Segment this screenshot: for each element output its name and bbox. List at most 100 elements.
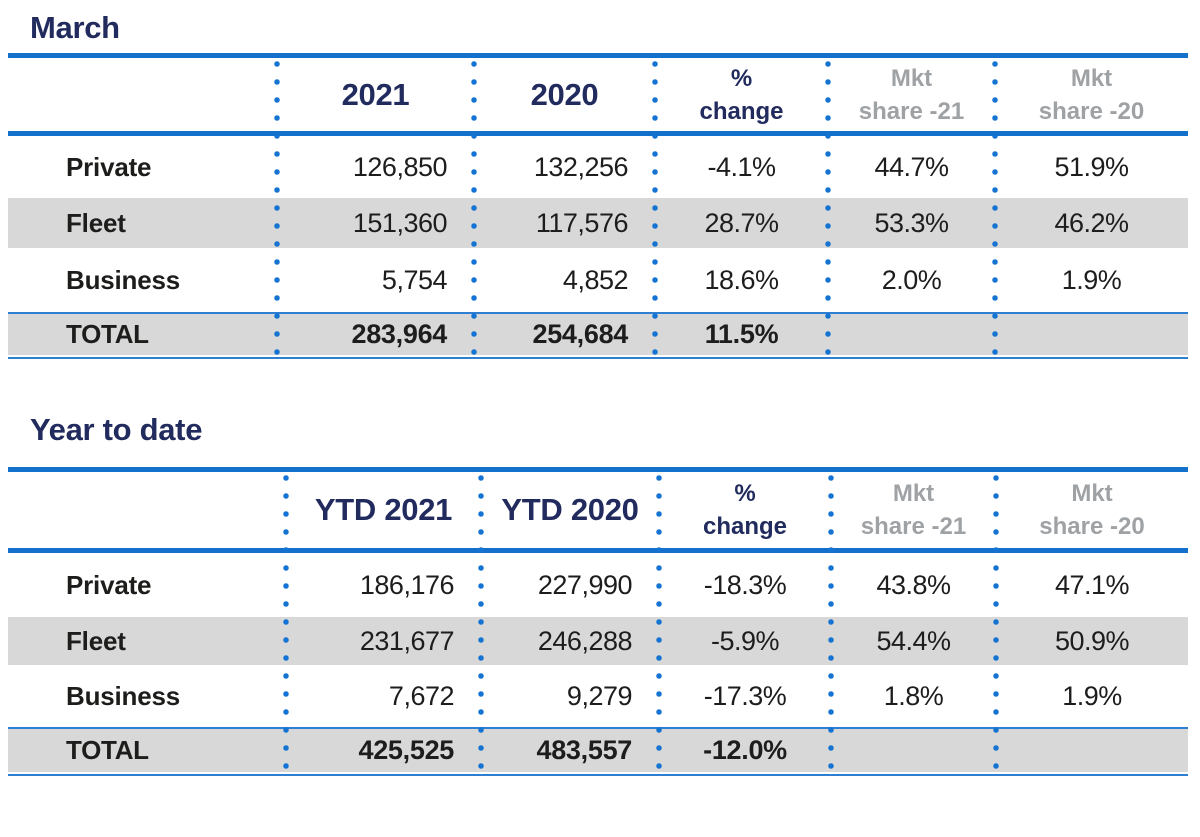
value-2020: 254,684 <box>532 319 629 349</box>
column-separator-dotted <box>274 55 280 359</box>
table-top-rule <box>8 467 1188 472</box>
value-mkt-share-20: 1.9% <box>1061 264 1122 295</box>
value-pct-change: -12.0% <box>703 735 787 765</box>
table-bottom-rule <box>8 774 1188 776</box>
header-mkt21-line2: share -21 <box>858 97 965 125</box>
ytd-header-row: YTD 2021 YTD 2020 % change Mkt share -21… <box>8 472 1188 548</box>
header-pct-line1: % <box>734 480 756 507</box>
value-ytd-2021: 186,176 <box>359 569 455 600</box>
value-mkt-share-21: 2.0% <box>881 264 942 295</box>
value-pct-change: -4.1% <box>707 151 776 182</box>
value-ytd-2020: 483,557 <box>536 735 633 765</box>
table-row-total: TOTAL 283,964 254,684 11.5% <box>8 314 1188 355</box>
value-mkt-share-21: 44.7% <box>874 151 949 182</box>
column-separator-dotted <box>992 55 998 359</box>
value-2021: 126,850 <box>352 151 448 182</box>
value-mkt-share-20: 50.9% <box>1054 625 1130 656</box>
value-mkt-share-20: 46.2% <box>1054 207 1129 238</box>
header-mkt21-line1: Mkt <box>892 480 935 507</box>
value-mkt-share-20: 47.1% <box>1054 569 1130 600</box>
header-mkt21-line2: share -21 <box>860 513 967 540</box>
table-row-business: Business 7,672 9,279 -17.3% 1.8% 1.9% <box>8 665 1188 727</box>
header-mkt20-line2: share -20 <box>1038 97 1145 125</box>
header-mkt-share-21: Mkt share -21 <box>828 62 995 128</box>
header-2020: 2020 <box>530 76 599 112</box>
value-pct-change: 18.6% <box>704 264 779 295</box>
rule-gap <box>8 355 1188 357</box>
header-pct-change: % change <box>655 62 828 128</box>
header-pct-line1: % <box>730 64 753 92</box>
value-mkt-share-21: 43.8% <box>876 569 951 600</box>
table-top-rule <box>8 53 1188 58</box>
value-ytd-2021: 231,677 <box>359 625 455 656</box>
header-mkt20-line2: share -20 <box>1039 513 1145 540</box>
header-2021: 2021 <box>341 76 410 112</box>
table-bottom-rule <box>8 357 1188 359</box>
header-mkt21-line1: Mkt <box>890 64 933 92</box>
value-pct-change: 11.5% <box>704 319 779 349</box>
value-ytd-2020: 227,990 <box>537 569 633 600</box>
column-separator-dotted <box>471 55 477 359</box>
value-mkt-share-21: 53.3% <box>874 207 949 238</box>
column-separator-dotted <box>652 55 658 359</box>
table-row-fleet: Fleet 151,360 117,576 28.7% 53.3% 46.2% <box>8 198 1188 248</box>
value-pct-change: -18.3% <box>703 569 787 600</box>
ytd-section-title: Year to date <box>30 412 203 447</box>
header-pct-change: % change <box>659 477 831 543</box>
row-label: Private <box>66 151 152 182</box>
row-label: Fleet <box>66 625 126 656</box>
table-row-private: Private 186,176 227,990 -18.3% 43.8% 47.… <box>8 553 1188 617</box>
header-pct-line2: change <box>699 97 784 125</box>
value-2020: 132,256 <box>533 151 629 182</box>
row-label: TOTAL <box>66 319 149 349</box>
header-ytd-2021: YTD 2021 <box>314 492 453 527</box>
row-label: Business <box>66 264 181 295</box>
header-bottom-rule <box>8 131 1188 136</box>
value-pct-change: 28.7% <box>704 207 779 238</box>
value-mkt-share-21: 1.8% <box>883 680 944 711</box>
table-row-private: Private 126,850 132,256 -4.1% 44.7% 51.9… <box>8 136 1188 198</box>
total-top-rule <box>8 312 1188 314</box>
row-label: Fleet <box>66 207 126 238</box>
value-mkt-share-20: 51.9% <box>1054 151 1129 182</box>
column-separator-dotted <box>283 469 289 776</box>
value-2021: 283,964 <box>351 319 448 349</box>
value-2020: 117,576 <box>535 207 629 238</box>
header-ytd-2020: YTD 2020 <box>501 492 639 527</box>
row-label: Business <box>66 680 181 711</box>
march-table: 2021 2020 % change Mkt share -21 Mkt sha… <box>8 53 1188 359</box>
row-label: Private <box>66 569 152 600</box>
column-separator-dotted <box>478 469 484 776</box>
value-ytd-2020: 9,279 <box>566 680 633 711</box>
header-pct-line2: change <box>702 513 788 540</box>
value-mkt-share-20: 1.9% <box>1062 680 1122 711</box>
value-pct-change: -17.3% <box>703 680 787 711</box>
header-mkt20-line1: Mkt <box>1070 64 1113 92</box>
row-label: TOTAL <box>66 735 149 765</box>
column-separator-dotted <box>828 469 834 776</box>
table-row-total: TOTAL 425,525 483,557 -12.0% <box>8 729 1188 772</box>
total-top-rule <box>8 727 1188 729</box>
table-row-business: Business 5,754 4,852 18.6% 2.0% 1.9% <box>8 248 1188 312</box>
value-mkt-share-21: 54.4% <box>876 625 951 656</box>
ytd-table: YTD 2021 YTD 2020 % change Mkt share -21… <box>8 467 1188 776</box>
rule-gap <box>8 772 1188 774</box>
value-2021: 151,360 <box>352 207 448 238</box>
column-separator-dotted <box>993 469 999 776</box>
table-row-fleet: Fleet 231,677 246,288 -5.9% 54.4% 50.9% <box>8 617 1188 665</box>
march-section-title: March <box>30 10 120 45</box>
value-pct-change: -5.9% <box>710 625 780 656</box>
header-mkt-share-21: Mkt share -21 <box>831 477 996 543</box>
march-header-row: 2021 2020 % change Mkt share -21 Mkt sha… <box>8 58 1188 131</box>
value-ytd-2021: 7,672 <box>388 680 455 711</box>
header-mkt-share-20: Mkt share -20 <box>995 62 1188 128</box>
value-2021: 5,754 <box>381 264 448 295</box>
column-separator-dotted <box>825 55 831 359</box>
header-mkt-share-20: Mkt share -20 <box>996 477 1188 543</box>
value-ytd-2021: 425,525 <box>358 735 455 765</box>
column-separator-dotted <box>656 469 662 776</box>
value-ytd-2020: 246,288 <box>537 625 633 656</box>
header-bottom-rule <box>8 548 1188 553</box>
header-mkt20-line1: Mkt <box>1071 480 1113 507</box>
value-2020: 4,852 <box>562 264 629 295</box>
